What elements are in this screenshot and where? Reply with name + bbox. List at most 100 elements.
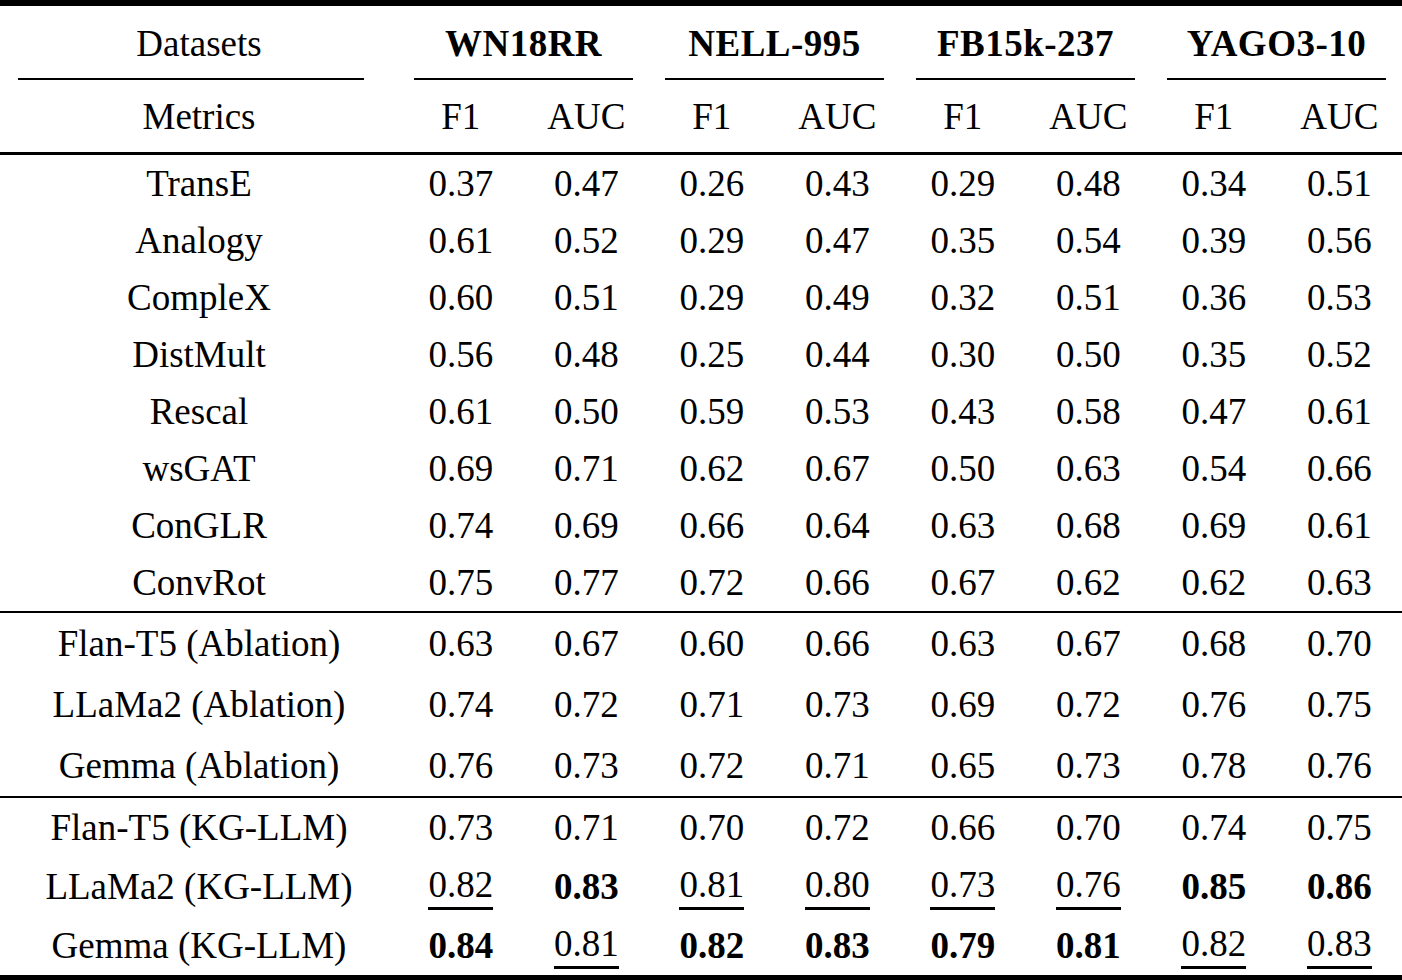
metric-cell: 0.44 <box>775 326 901 383</box>
metric-cell: 0.83 <box>775 916 901 978</box>
metric-cell: 0.49 <box>775 269 901 326</box>
metric-cell: 0.61 <box>398 212 524 269</box>
table-row: ConvRot0.750.770.720.660.670.620.620.63 <box>0 554 1402 612</box>
metric-col-header-auc: AUC <box>775 80 901 154</box>
metric-col-header-auc: AUC <box>1026 80 1152 154</box>
metric-cell: 0.74 <box>1151 797 1277 857</box>
metric-cell: 0.75 <box>1277 797 1402 857</box>
metric-cell: 0.56 <box>398 326 524 383</box>
metric-cell: 0.76 <box>1151 674 1277 735</box>
model-label: Flan-T5 (KG-LLM) <box>0 797 398 857</box>
metric-cell: 0.81 <box>1026 916 1152 978</box>
metric-cell: 0.67 <box>524 612 650 674</box>
table-section-2: Flan-T5 (KG-LLM)0.730.710.700.720.660.70… <box>0 797 1402 978</box>
table-row: Gemma (KG-LLM)0.840.810.820.830.790.810.… <box>0 916 1402 978</box>
metric-cell: 0.39 <box>1151 212 1277 269</box>
metric-cell: 0.79 <box>900 916 1026 978</box>
metric-cell: 0.85 <box>1151 857 1277 916</box>
metric-cell: 0.47 <box>1151 383 1277 440</box>
metric-col-header-auc: AUC <box>524 80 650 154</box>
model-label: LLaMa2 (KG-LLM) <box>0 857 398 916</box>
metric-cell: 0.72 <box>775 797 901 857</box>
metric-cell: 0.83 <box>1277 916 1402 978</box>
metric-cell: 0.59 <box>649 383 775 440</box>
table-section-0: TransE0.370.470.260.430.290.480.340.51An… <box>0 154 1402 613</box>
model-label: ConGLR <box>0 497 398 554</box>
metric-col-header-auc: AUC <box>1277 80 1402 154</box>
metric-cell: 0.73 <box>1026 735 1152 797</box>
metric-cell: 0.50 <box>524 383 650 440</box>
metric-col-header-f1: F1 <box>398 80 524 154</box>
model-label: DistMult <box>0 326 398 383</box>
metric-cell: 0.61 <box>1277 497 1402 554</box>
metric-cell: 0.47 <box>524 154 650 213</box>
metric-cell: 0.67 <box>775 440 901 497</box>
metric-cell: 0.58 <box>1026 383 1152 440</box>
table-row: Flan-T5 (KG-LLM)0.730.710.700.720.660.70… <box>0 797 1402 857</box>
metric-cell: 0.75 <box>398 554 524 612</box>
metric-cell: 0.69 <box>524 497 650 554</box>
metric-cell: 0.30 <box>900 326 1026 383</box>
metric-cell: 0.26 <box>649 154 775 213</box>
metric-col-header-f1: F1 <box>900 80 1026 154</box>
metric-cell: 0.48 <box>524 326 650 383</box>
dataset-header-wn18rr: WN18RR <box>398 3 649 80</box>
dataset-header-yago3-10: YAGO3-10 <box>1151 3 1402 80</box>
table-row: Rescal0.610.500.590.530.430.580.470.61 <box>0 383 1402 440</box>
metric-cell: 0.34 <box>1151 154 1277 213</box>
model-label: Gemma (KG-LLM) <box>0 916 398 978</box>
table-row: Flan-T5 (Ablation)0.630.670.600.660.630.… <box>0 612 1402 674</box>
metric-cell: 0.71 <box>524 440 650 497</box>
metric-cell: 0.72 <box>649 554 775 612</box>
metric-cell: 0.73 <box>775 674 901 735</box>
metric-cell: 0.53 <box>1277 269 1402 326</box>
model-label: CompleX <box>0 269 398 326</box>
metric-cell: 0.51 <box>1026 269 1152 326</box>
table-row: DistMult0.560.480.250.440.300.500.350.52 <box>0 326 1402 383</box>
metric-cell: 0.70 <box>649 797 775 857</box>
metric-cell: 0.61 <box>398 383 524 440</box>
metric-cell: 0.74 <box>398 497 524 554</box>
metric-cell: 0.29 <box>649 269 775 326</box>
metric-cell: 0.69 <box>900 674 1026 735</box>
metric-cell: 0.65 <box>900 735 1026 797</box>
table-row: Analogy0.610.520.290.470.350.540.390.56 <box>0 212 1402 269</box>
metric-cell: 0.68 <box>1026 497 1152 554</box>
paper-table-page: Datasets WN18RR NELL-995 FB15k-237 YAGO3… <box>0 0 1402 980</box>
metric-cell: 0.72 <box>1026 674 1152 735</box>
metric-cell: 0.35 <box>900 212 1026 269</box>
metric-cell: 0.78 <box>1151 735 1277 797</box>
metric-cell: 0.82 <box>398 857 524 916</box>
metric-cell: 0.29 <box>900 154 1026 213</box>
metric-cell: 0.60 <box>398 269 524 326</box>
metric-cell: 0.48 <box>1026 154 1152 213</box>
table-section-1: Flan-T5 (Ablation)0.630.670.600.660.630.… <box>0 612 1402 797</box>
metric-col-header-f1: F1 <box>649 80 775 154</box>
model-label: Analogy <box>0 212 398 269</box>
datasets-header-label: Datasets <box>0 3 398 80</box>
metrics-header-row: Metrics F1 AUC F1 AUC F1 AUC F1 AUC <box>0 80 1402 154</box>
table-header: Datasets WN18RR NELL-995 FB15k-237 YAGO3… <box>0 3 1402 154</box>
metric-col-header-f1: F1 <box>1151 80 1277 154</box>
metric-cell: 0.75 <box>1277 674 1402 735</box>
metric-cell: 0.67 <box>1026 612 1152 674</box>
metric-cell: 0.54 <box>1026 212 1152 269</box>
model-label: ConvRot <box>0 554 398 612</box>
table-row: ConGLR0.740.690.660.640.630.680.690.61 <box>0 497 1402 554</box>
metric-cell: 0.51 <box>1277 154 1402 213</box>
metric-cell: 0.86 <box>1277 857 1402 916</box>
metric-cell: 0.63 <box>1026 440 1152 497</box>
results-table: Datasets WN18RR NELL-995 FB15k-237 YAGO3… <box>0 0 1402 980</box>
metric-cell: 0.54 <box>1151 440 1277 497</box>
metric-cell: 0.66 <box>775 554 901 612</box>
metric-cell: 0.62 <box>649 440 775 497</box>
dataset-header-fb15k-237: FB15k-237 <box>900 3 1151 80</box>
metric-cell: 0.51 <box>524 269 650 326</box>
metric-cell: 0.66 <box>900 797 1026 857</box>
metric-cell: 0.82 <box>1151 916 1277 978</box>
metric-cell: 0.69 <box>398 440 524 497</box>
metric-cell: 0.66 <box>649 497 775 554</box>
metric-cell: 0.35 <box>1151 326 1277 383</box>
metric-cell: 0.83 <box>524 857 650 916</box>
metric-cell: 0.77 <box>524 554 650 612</box>
